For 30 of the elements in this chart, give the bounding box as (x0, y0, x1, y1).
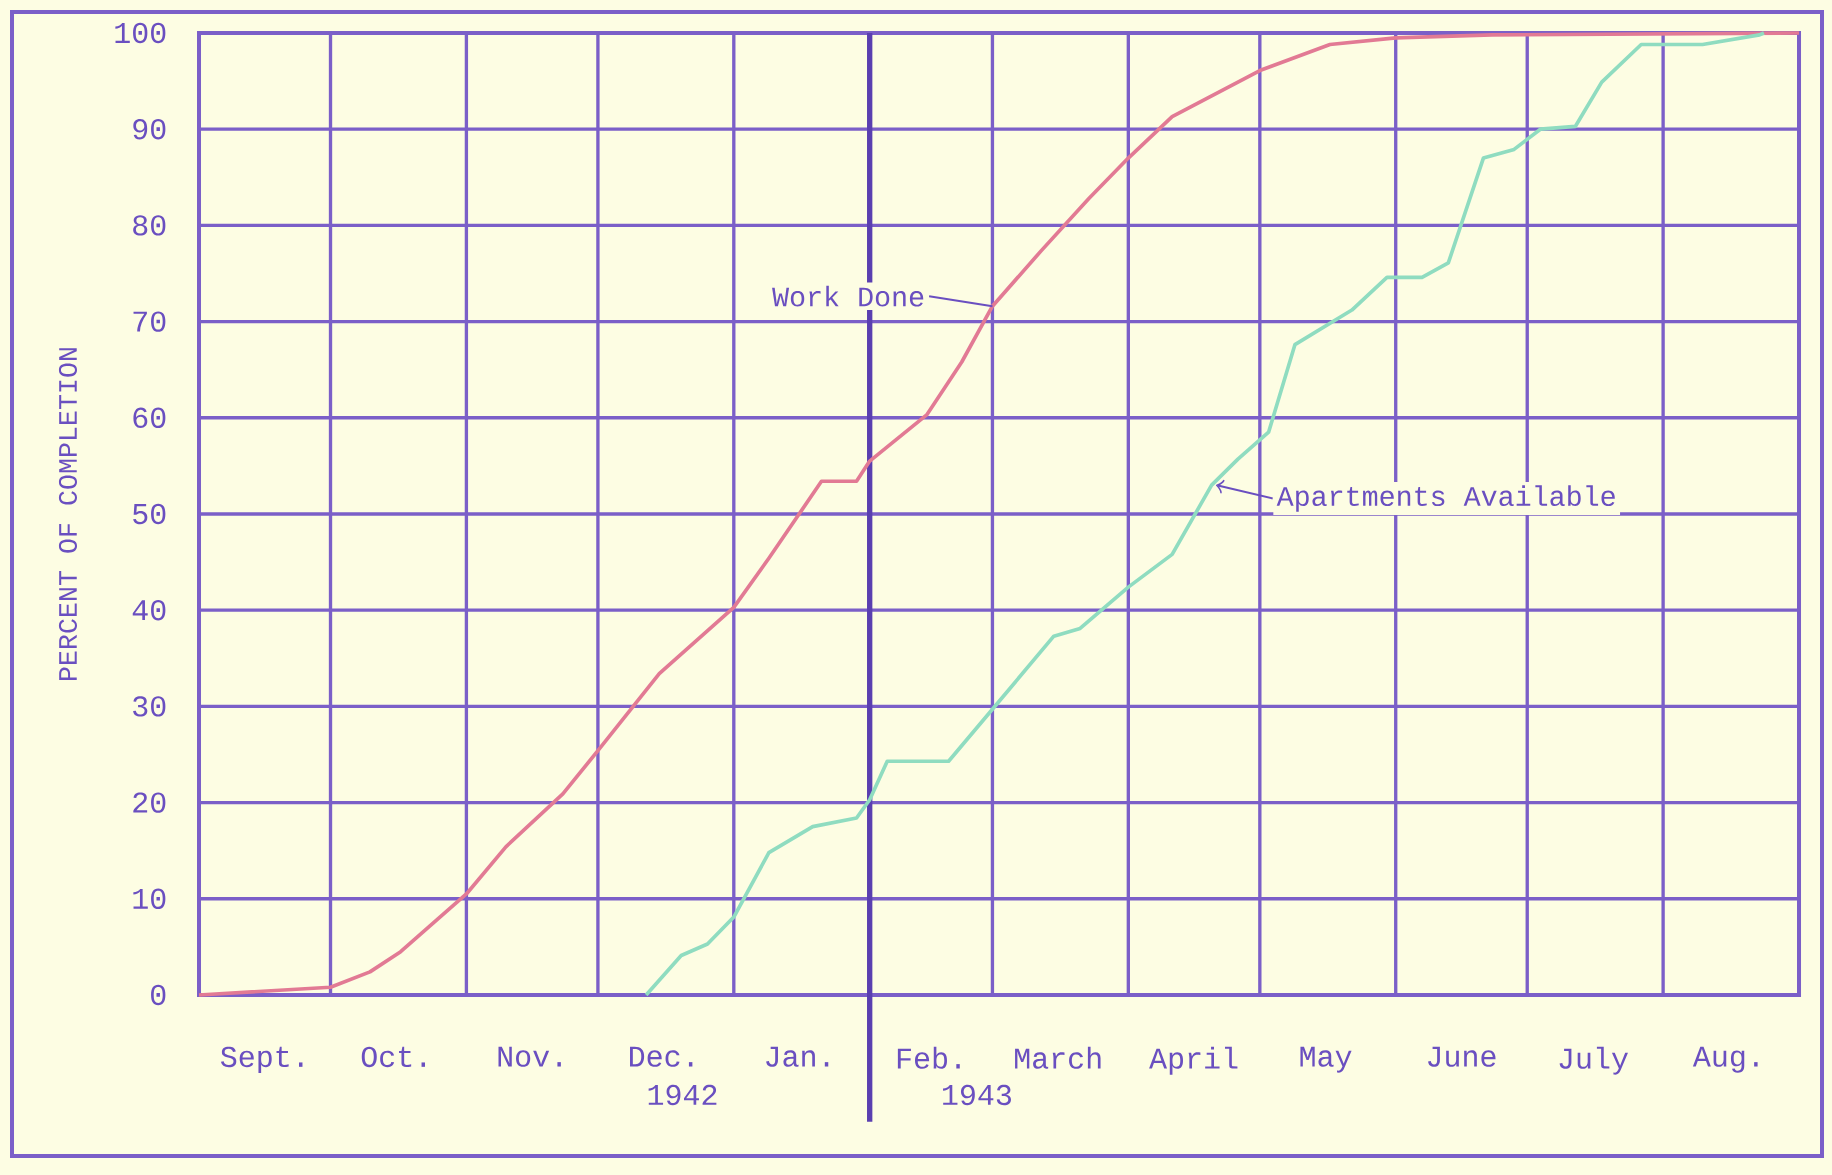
y-tick-label: 10 (133, 888, 166, 909)
x-tick-label: Dec. (630, 1046, 693, 1067)
x-tick-label: Sept. (220, 1046, 303, 1074)
y-tick-label: 20 (133, 792, 166, 813)
y-axis-title: PERCENT OF COMPLETION (58, 348, 77, 680)
line-series (644, 31, 1766, 997)
y-tick-label: 60 (133, 407, 166, 429)
x-tick-label: Jan. (766, 1046, 829, 1067)
text: 1942 (648, 1084, 717, 1106)
x-tick-label: July (1559, 1046, 1628, 1075)
y-tick-label: 30 (133, 696, 166, 717)
line-series (197, 31, 1801, 997)
y-tick-label: 0 (151, 984, 166, 1006)
y-tick-label: 70 (133, 311, 166, 332)
x-tick-label: Aug. (1692, 1046, 1758, 1073)
x-tick-label: May (1300, 1046, 1352, 1073)
y-tick-label: 40 (132, 600, 166, 621)
annotation: Work Done (772, 285, 924, 307)
x-tick-label: Feb. (897, 1046, 960, 1069)
text: 1943 (943, 1084, 1011, 1106)
x-tick-label: Nov. (498, 1046, 561, 1067)
y-tick-label: 90 (133, 119, 166, 140)
x-tick-label: June (1428, 1046, 1496, 1067)
x-tick-label: Oct. (361, 1046, 425, 1068)
y-tick-label: 100 (115, 22, 166, 44)
y-tick-label: 80 (133, 215, 166, 236)
x-tick-label: March (1015, 1046, 1101, 1069)
y-tick-label: 50 (133, 503, 166, 525)
annotation: Apartments Available (1276, 485, 1615, 512)
x-tick-label: April (1149, 1046, 1238, 1075)
